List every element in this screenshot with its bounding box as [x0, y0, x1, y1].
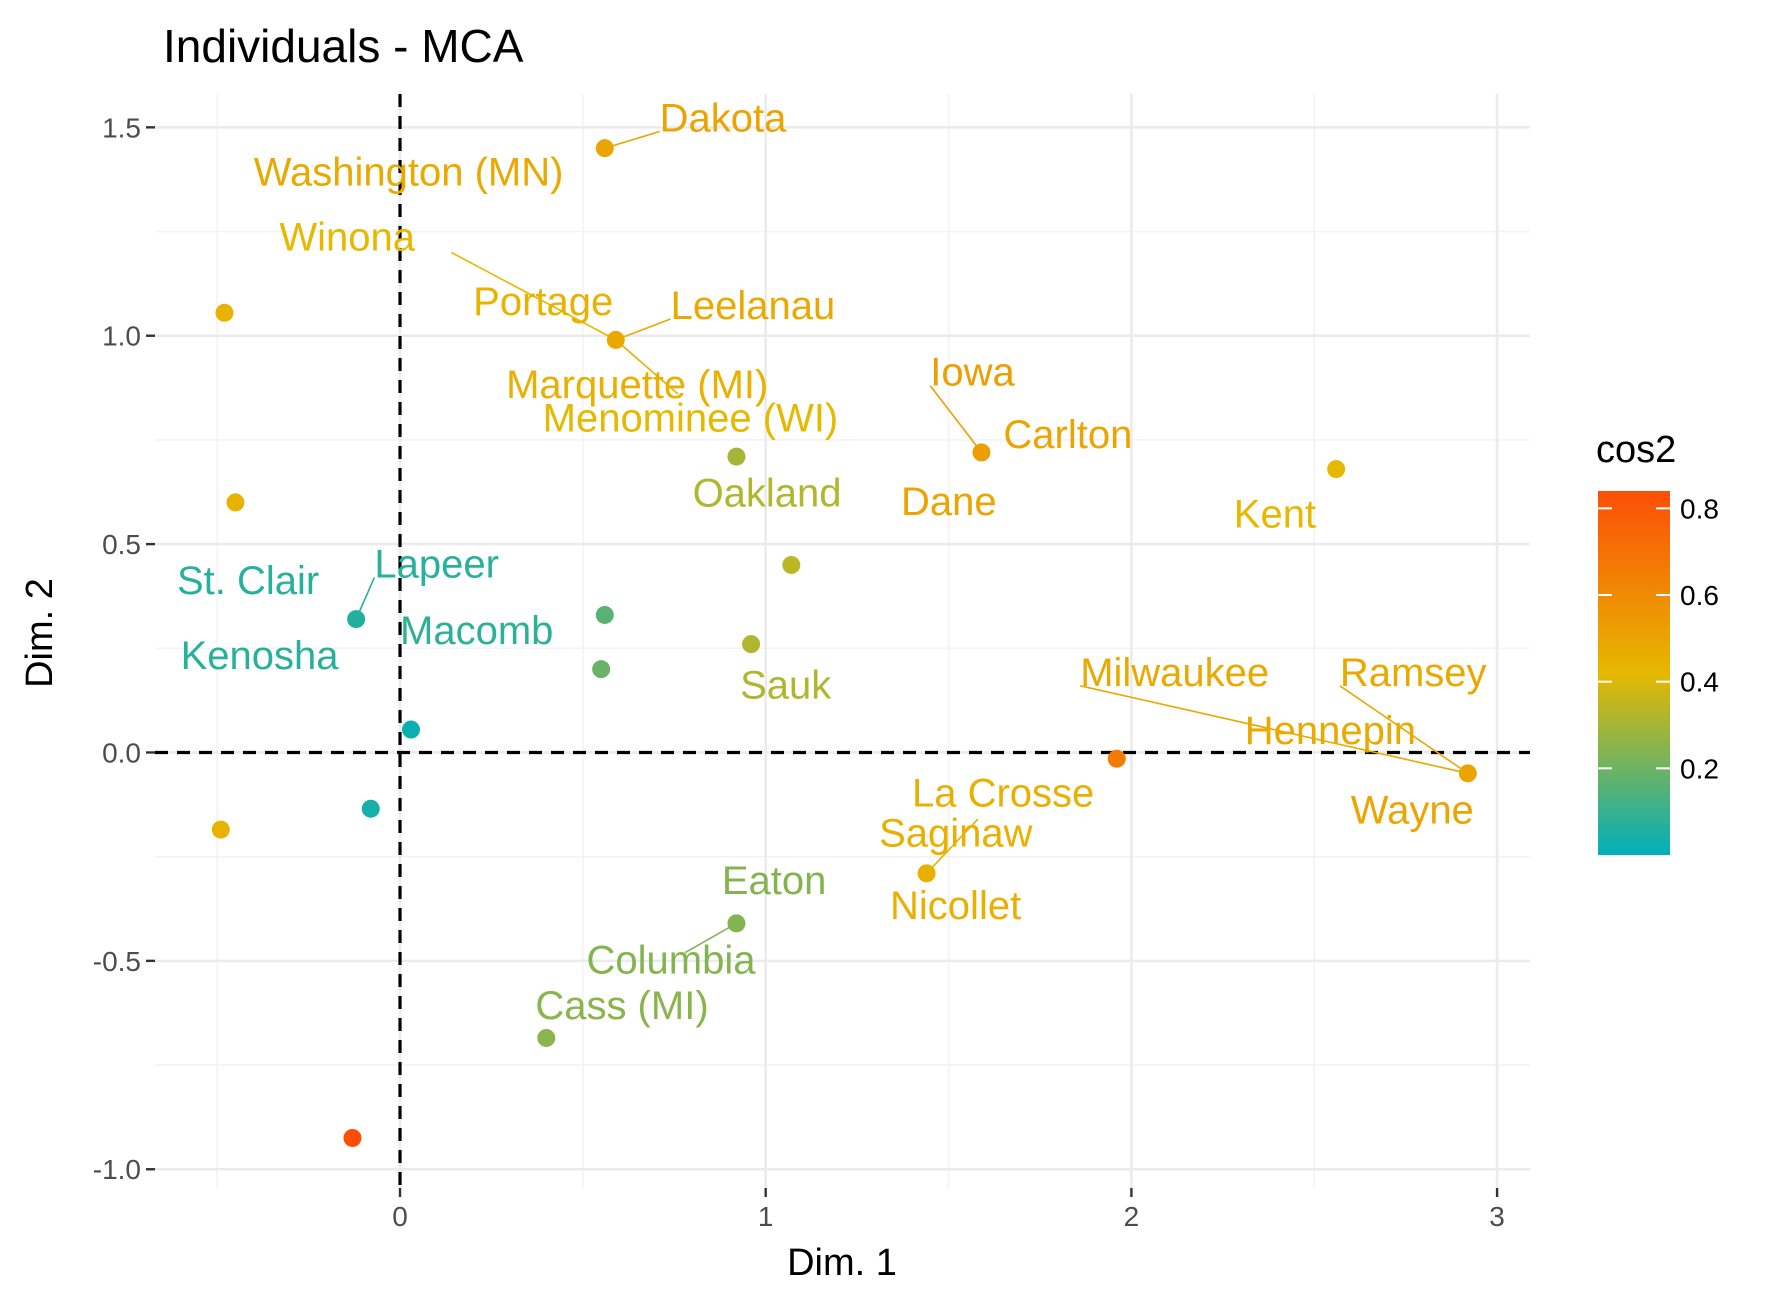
point-label: Dakota [660, 97, 787, 141]
y-tick-label: -1.0 [93, 1154, 141, 1185]
point-label: Marquette (MI) [506, 363, 768, 407]
data-point [972, 443, 991, 462]
point-label: Washington (MN) [254, 151, 564, 195]
point-label: Portage [473, 280, 613, 324]
x-axis-title: Dim. 1 [787, 1242, 897, 1284]
y-tick-label: 1.0 [102, 321, 141, 352]
data-point [211, 820, 230, 839]
point-label: St. Clair [177, 559, 319, 603]
x-tick-label: 1 [758, 1201, 774, 1232]
point-label: Wayne [1351, 788, 1474, 832]
data-point [361, 799, 380, 818]
label-connector [1080, 685, 1469, 775]
data-point [917, 864, 936, 883]
point-label: Sauk [740, 663, 832, 707]
point-label: Winona [279, 215, 415, 259]
data-points [211, 139, 1477, 1147]
point-label: Eaton [722, 859, 827, 903]
label-connector-lines [355, 130, 1469, 954]
point-label: Cass (MI) [535, 984, 708, 1028]
x-tick-label: 0 [392, 1201, 408, 1232]
data-point [347, 610, 366, 629]
point-label: Columbia [587, 938, 757, 982]
data-point [1458, 764, 1477, 783]
y-axis: -1.0 -0.5 0.0 0.5 1.0 1.5 [93, 112, 155, 1185]
data-point [742, 635, 761, 654]
point-label: Kent [1234, 492, 1316, 536]
point-label: Macomb [400, 609, 553, 653]
legend-tick-label: 0.6 [1680, 580, 1719, 611]
data-point [215, 303, 234, 322]
x-tick-label: 3 [1489, 1201, 1505, 1232]
x-tick-label: 2 [1124, 1201, 1140, 1232]
grid-minor [155, 94, 1530, 1188]
data-point [727, 447, 746, 466]
data-point [1107, 749, 1126, 768]
label-connector [926, 818, 979, 874]
point-label: Leelanau [671, 284, 836, 328]
y-axis-title: Dim. 2 [19, 578, 61, 688]
data-point [782, 555, 801, 574]
point-labels: Dakota Washington (MN) Winona Portage Leelan… [177, 97, 1487, 1029]
point-label: Saginaw [879, 811, 1033, 855]
label-connector [929, 385, 983, 453]
data-point [595, 139, 614, 158]
legend-ticks: 0.2 0.4 0.6 0.8 [1598, 493, 1719, 784]
legend-colorbar [1598, 491, 1670, 855]
data-point [401, 720, 420, 739]
point-label: Menominee (WI) [543, 397, 839, 441]
point-label: Iowa [930, 351, 1015, 395]
label-connector [450, 251, 617, 341]
point-label: Oakland [693, 472, 842, 516]
point-label: Dane [901, 480, 997, 524]
grid-major [155, 94, 1530, 1188]
data-point [592, 660, 611, 679]
label-connector [684, 922, 737, 954]
y-tick-label: 0.0 [102, 737, 141, 768]
point-label: Ramsey [1340, 651, 1487, 695]
y-tick-label: 0.5 [102, 529, 141, 560]
legend-tick-label: 0.2 [1680, 753, 1719, 784]
label-connector [1339, 685, 1469, 774]
data-point [537, 1028, 556, 1047]
data-point [226, 493, 245, 512]
point-label: La Crosse [912, 772, 1094, 816]
point-label: Hennepin [1245, 709, 1416, 753]
point-label: Carlton [1003, 413, 1132, 457]
point-label: Kenosha [181, 634, 340, 678]
point-label: Lapeer [374, 542, 499, 586]
legend-tick-label: 0.8 [1680, 493, 1719, 524]
data-point [1327, 460, 1346, 479]
y-tick-label: 1.5 [102, 112, 141, 143]
point-label: Nicollet [890, 884, 1021, 928]
point-label: Milwaukee [1080, 651, 1269, 695]
data-point [343, 1128, 362, 1147]
legend: cos2 0.2 0.4 0.6 0.8 [1596, 429, 1719, 855]
data-point [595, 605, 614, 624]
label-connector [615, 339, 679, 395]
legend-tick-label: 0.4 [1680, 667, 1719, 698]
y-tick-label: -0.5 [93, 946, 141, 977]
reference-lines [155, 94, 1530, 1188]
x-axis: 0 1 2 3 [392, 1188, 1505, 1232]
data-point [727, 914, 746, 933]
label-connector [615, 318, 671, 341]
chart-title: Individuals - MCA [163, 20, 524, 72]
legend-title: cos2 [1596, 429, 1676, 471]
data-point [606, 330, 625, 349]
plot-panel: Dakota Washington (MN) Winona Portage Leelan… [155, 94, 1530, 1188]
label-connector [604, 130, 660, 149]
